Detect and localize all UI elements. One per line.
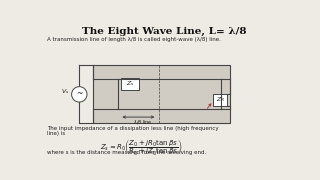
Text: ~: ~	[76, 89, 83, 98]
Bar	[213, 94, 227, 106]
Text: $Z_s = R_0\left(\dfrac{Z_0 + jR_0\tan\beta s}{R_0 + jZ_0\tan\beta s}\right)$: $Z_s = R_0\left(\dfrac{Z_0 + jR_0\tan\be…	[100, 137, 182, 157]
Bar	[121, 78, 140, 90]
Text: $Z_s$: $Z_s$	[126, 80, 134, 88]
Circle shape	[72, 87, 87, 102]
Text: where s is the distance measured from the receiving end.: where s is the distance measured from th…	[47, 150, 206, 155]
Text: $V_s$: $V_s$	[61, 87, 69, 96]
Text: line) is: line) is	[47, 131, 65, 136]
Text: A transmission line of length λ/8 is called eight-wave (λ/8) line.: A transmission line of length λ/8 is cal…	[47, 37, 221, 42]
Text: The Eight Wave Line, L= λ/8: The Eight Wave Line, L= λ/8	[82, 27, 246, 36]
Text: The input impedance of a dissipation less line (high frequency: The input impedance of a dissipation les…	[47, 126, 219, 131]
Text: $\lambda$/8 line: $\lambda$/8 line	[133, 118, 153, 126]
Text: $Z_R$: $Z_R$	[216, 95, 225, 104]
Bar	[93, 66, 230, 123]
